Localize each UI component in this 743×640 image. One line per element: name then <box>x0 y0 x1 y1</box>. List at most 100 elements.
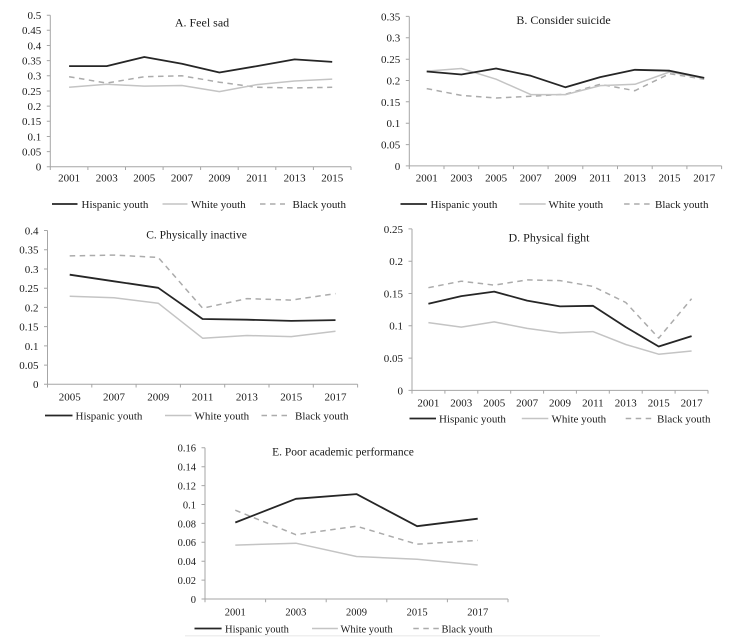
svg-text:B. Consider suicide: B. Consider suicide <box>516 13 610 27</box>
svg-text:0.02: 0.02 <box>178 576 196 587</box>
svg-text:0.35: 0.35 <box>19 245 39 257</box>
svg-text:0.4: 0.4 <box>25 225 39 237</box>
svg-text:Hispanic youth: Hispanic youth <box>82 199 149 211</box>
svg-text:2003: 2003 <box>450 398 473 410</box>
svg-text:2005: 2005 <box>133 173 156 185</box>
svg-text:Black youth: Black youth <box>293 199 347 211</box>
svg-text:2011: 2011 <box>582 398 604 410</box>
svg-text:0.3: 0.3 <box>28 71 42 83</box>
svg-text:2013: 2013 <box>284 173 307 185</box>
svg-text:0: 0 <box>398 385 404 397</box>
svg-text:0.35: 0.35 <box>22 56 42 68</box>
svg-text:0: 0 <box>191 595 196 606</box>
svg-text:2001: 2001 <box>417 398 439 410</box>
svg-text:0.35: 0.35 <box>381 11 401 23</box>
svg-text:0.15: 0.15 <box>22 116 42 128</box>
svg-text:2015: 2015 <box>321 173 344 185</box>
svg-text:2009: 2009 <box>147 392 170 404</box>
svg-text:0.4: 0.4 <box>28 40 42 52</box>
svg-text:0.06: 0.06 <box>178 538 196 549</box>
svg-text:0.3: 0.3 <box>25 264 39 276</box>
svg-text:2015: 2015 <box>407 608 428 619</box>
svg-text:2005: 2005 <box>59 392 82 404</box>
svg-text:2007: 2007 <box>520 173 543 185</box>
svg-text:0.1: 0.1 <box>389 321 403 333</box>
svg-text:0.45: 0.45 <box>22 25 42 37</box>
svg-text:2017: 2017 <box>467 608 488 619</box>
svg-text:White youth: White youth <box>549 199 604 211</box>
svg-text:White youth: White youth <box>341 625 394 636</box>
svg-text:2013: 2013 <box>236 392 259 404</box>
svg-text:Black youth: Black youth <box>655 199 709 211</box>
svg-text:2007: 2007 <box>516 398 539 410</box>
svg-text:0.08: 0.08 <box>178 519 196 530</box>
svg-text:2015: 2015 <box>280 392 303 404</box>
svg-text:0: 0 <box>36 162 42 174</box>
svg-text:0.05: 0.05 <box>19 360 39 372</box>
svg-text:0.05: 0.05 <box>384 353 404 365</box>
svg-text:Hispanic youth: Hispanic youth <box>225 625 290 636</box>
svg-text:0.2: 0.2 <box>387 75 401 87</box>
svg-text:0.05: 0.05 <box>381 140 401 152</box>
svg-text:2009: 2009 <box>346 608 367 619</box>
svg-text:2011: 2011 <box>246 173 268 185</box>
svg-text:2001: 2001 <box>416 173 438 185</box>
svg-text:0.1: 0.1 <box>25 341 39 353</box>
svg-text:2017: 2017 <box>681 398 704 410</box>
svg-text:0.2: 0.2 <box>25 302 39 314</box>
svg-text:White youth: White youth <box>191 199 246 211</box>
svg-text:A. Feel sad: A. Feel sad <box>175 16 229 30</box>
svg-text:2007: 2007 <box>171 173 194 185</box>
svg-text:0.15: 0.15 <box>19 322 39 334</box>
svg-text:E. Poor academic performance: E. Poor academic performance <box>272 447 414 459</box>
svg-text:0.3: 0.3 <box>387 33 401 45</box>
svg-text:2003: 2003 <box>285 608 306 619</box>
svg-text:Hispanic youth: Hispanic youth <box>431 199 498 211</box>
svg-text:Black youth: Black youth <box>295 411 349 423</box>
svg-text:White youth: White youth <box>195 411 250 423</box>
svg-text:2017: 2017 <box>693 173 716 185</box>
svg-text:0: 0 <box>33 379 39 391</box>
svg-text:2001: 2001 <box>225 608 246 619</box>
svg-text:0.1: 0.1 <box>183 500 196 511</box>
svg-text:Black youth: Black youth <box>657 414 711 426</box>
svg-text:2013: 2013 <box>624 173 647 185</box>
svg-text:2005: 2005 <box>483 398 506 410</box>
svg-text:2009: 2009 <box>208 173 231 185</box>
svg-text:0.2: 0.2 <box>389 256 403 268</box>
svg-text:0.25: 0.25 <box>384 224 404 236</box>
svg-text:0.16: 0.16 <box>178 444 196 455</box>
svg-text:2015: 2015 <box>648 398 671 410</box>
svg-text:2011: 2011 <box>589 173 611 185</box>
svg-text:2003: 2003 <box>450 173 473 185</box>
svg-text:0.15: 0.15 <box>384 288 404 300</box>
svg-text:White youth: White youth <box>552 414 607 426</box>
svg-text:Hispanic youth: Hispanic youth <box>76 411 143 423</box>
svg-text:0.1: 0.1 <box>28 131 42 143</box>
svg-text:0.2: 0.2 <box>28 101 42 113</box>
svg-text:0: 0 <box>395 161 401 173</box>
svg-text:D. Physical fight: D. Physical fight <box>509 231 591 245</box>
svg-text:2017: 2017 <box>325 392 348 404</box>
svg-text:0.5: 0.5 <box>28 10 42 22</box>
svg-text:C. Physically inactive: C. Physically inactive <box>146 230 247 242</box>
svg-text:0.25: 0.25 <box>381 54 401 66</box>
svg-text:2005: 2005 <box>485 173 508 185</box>
svg-text:2009: 2009 <box>555 173 578 185</box>
svg-text:0.1: 0.1 <box>387 118 401 130</box>
svg-text:Hispanic youth: Hispanic youth <box>439 414 506 426</box>
svg-text:0.25: 0.25 <box>19 283 39 295</box>
svg-text:2013: 2013 <box>615 398 638 410</box>
svg-text:2007: 2007 <box>103 392 126 404</box>
svg-text:2003: 2003 <box>96 173 119 185</box>
svg-text:2011: 2011 <box>192 392 214 404</box>
svg-text:0.25: 0.25 <box>22 86 42 98</box>
svg-text:0.04: 0.04 <box>178 557 197 568</box>
svg-text:2015: 2015 <box>659 173 682 185</box>
svg-text:0.05: 0.05 <box>22 147 42 159</box>
svg-text:0.15: 0.15 <box>381 97 401 109</box>
svg-text:Black youth: Black youth <box>442 625 494 636</box>
svg-text:0.12: 0.12 <box>178 482 196 493</box>
svg-text:2001: 2001 <box>58 173 80 185</box>
svg-text:2009: 2009 <box>549 398 572 410</box>
